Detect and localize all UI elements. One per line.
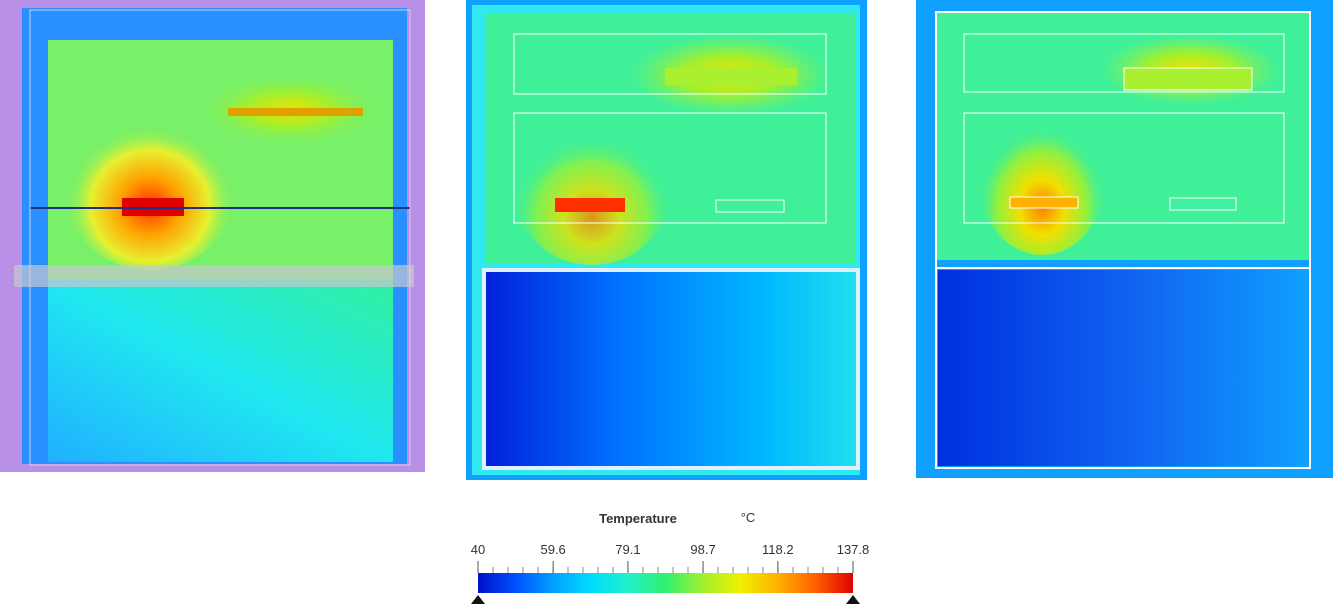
tick-label: 98.7	[690, 542, 715, 557]
tick-label: 59.6	[540, 542, 565, 557]
colorbar: Temperature °C 40 59.6 79.1 98.7 118.2 137.8	[471, 510, 870, 604]
colorbar-unit: °C	[741, 510, 756, 525]
colorbar-gradient	[478, 573, 853, 593]
range-handle	[471, 595, 485, 604]
range-handle	[846, 595, 860, 604]
tick-label: 118.2	[762, 542, 794, 557]
result-panel-3	[916, 0, 1333, 478]
colorbar-title: Temperature	[599, 511, 677, 526]
result-panel-1	[0, 0, 425, 472]
tick-label: 79.1	[615, 542, 640, 557]
tick-label: 40	[471, 542, 485, 557]
tick-label: 137.8	[837, 542, 870, 557]
result-panel-2	[466, 0, 867, 480]
